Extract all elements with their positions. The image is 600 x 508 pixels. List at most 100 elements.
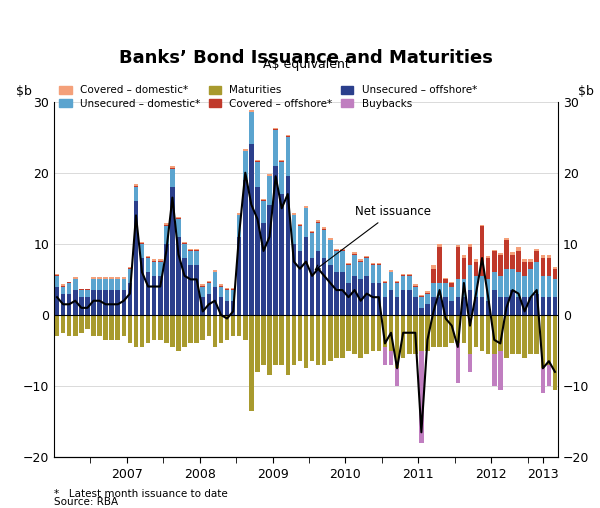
Bar (225, 288, 229, 290)
Bar (535, 294, 539, 315)
Bar (134, 184, 138, 186)
Bar (182, 243, 187, 244)
Bar (200, 286, 205, 287)
Bar (79, 315, 83, 333)
Bar (286, 176, 290, 315)
Bar (237, 213, 241, 215)
Bar (91, 279, 96, 290)
Bar (340, 315, 345, 358)
Bar (474, 315, 478, 347)
Bar (510, 315, 515, 354)
Bar (316, 222, 320, 223)
Bar (461, 315, 466, 343)
Bar (516, 251, 521, 272)
Bar (529, 269, 533, 297)
Bar (437, 283, 442, 297)
Bar (128, 283, 132, 315)
Bar (486, 315, 490, 354)
Bar (310, 315, 314, 361)
Bar (504, 240, 509, 269)
Bar (401, 276, 406, 290)
Bar (194, 250, 199, 251)
Bar (219, 286, 223, 287)
Bar (535, 251, 539, 262)
Bar (474, 260, 478, 262)
Bar (79, 297, 83, 315)
Bar (401, 275, 406, 276)
Bar (486, 256, 490, 258)
Bar (79, 290, 83, 297)
Bar (231, 315, 235, 336)
Bar (164, 223, 169, 226)
Bar (188, 251, 193, 265)
Bar (128, 269, 132, 283)
Bar (395, 283, 400, 297)
Bar (212, 315, 217, 347)
Bar (255, 160, 260, 162)
Bar (352, 276, 357, 315)
Bar (292, 213, 296, 215)
Bar (407, 290, 412, 315)
Bar (480, 297, 484, 315)
Bar (413, 286, 418, 287)
Bar (425, 294, 430, 304)
Bar (523, 262, 527, 276)
Bar (377, 283, 381, 315)
Bar (237, 315, 241, 336)
Bar (529, 315, 533, 354)
Bar (298, 315, 302, 361)
Bar (128, 267, 132, 268)
Bar (304, 237, 308, 315)
Bar (176, 219, 181, 237)
Bar (395, 281, 400, 282)
Bar (219, 297, 223, 315)
Bar (97, 279, 102, 290)
Bar (474, 297, 478, 315)
Bar (547, 258, 551, 276)
Bar (255, 315, 260, 372)
Bar (206, 282, 211, 283)
Bar (286, 137, 290, 176)
Bar (255, 162, 260, 187)
Bar (541, 258, 545, 276)
Bar (67, 315, 71, 336)
Bar (261, 315, 266, 365)
Bar (541, 276, 545, 297)
Bar (249, 144, 254, 315)
Bar (443, 283, 448, 297)
Bar (529, 297, 533, 315)
Bar (389, 290, 393, 315)
Bar (467, 290, 472, 315)
Bar (407, 315, 412, 354)
Bar (310, 231, 314, 233)
Bar (346, 283, 351, 315)
Bar (146, 272, 151, 315)
Bar (346, 263, 351, 265)
Text: Net issuance: Net issuance (315, 205, 431, 270)
Bar (170, 166, 175, 169)
Bar (73, 315, 77, 336)
Bar (547, 255, 551, 258)
Bar (79, 289, 83, 290)
Bar (115, 290, 120, 315)
Bar (237, 215, 241, 237)
Bar (200, 297, 205, 315)
Bar (243, 180, 248, 315)
Bar (103, 277, 108, 279)
Bar (188, 250, 193, 251)
Bar (225, 301, 229, 315)
Bar (461, 258, 466, 279)
Bar (55, 274, 59, 275)
Bar (437, 315, 442, 347)
Bar (61, 286, 65, 287)
Bar (200, 284, 205, 286)
Text: *   Latest month issuance to date: * Latest month issuance to date (54, 489, 228, 499)
Bar (158, 315, 163, 340)
Bar (85, 290, 89, 297)
Bar (492, 354, 497, 386)
Bar (194, 265, 199, 315)
Bar (194, 315, 199, 343)
Bar (261, 223, 266, 315)
Bar (134, 187, 138, 201)
Bar (292, 315, 296, 365)
